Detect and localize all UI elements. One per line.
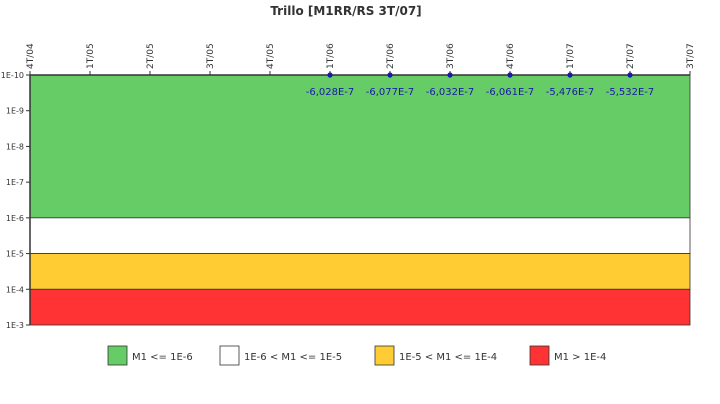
legend-swatch xyxy=(374,345,395,366)
y-tick-label: 1E-8 xyxy=(6,142,24,151)
data-label: -5,476E-7 xyxy=(546,87,595,98)
data-label: -6,028E-7 xyxy=(306,87,355,98)
x-tick-label: 3T/06 xyxy=(446,43,456,69)
axes-layer xyxy=(29,74,690,325)
y-tick-label: 1E-4 xyxy=(6,285,24,294)
x-tick-label: 4T/05 xyxy=(266,43,276,69)
x-tick-label: 1T/07 xyxy=(566,43,576,69)
data-point xyxy=(627,72,633,78)
x-tick-label: 2T/07 xyxy=(626,43,636,69)
bands-layer xyxy=(29,74,691,326)
legend-swatch xyxy=(219,345,240,366)
legend: M1 <= 1E-6 1E-6 < M1 <= 1E-5 1E-5 < M1 <= … xyxy=(107,345,606,366)
legend-label: 1E-6 < M1 <= 1E-5 xyxy=(244,352,342,363)
band-3 xyxy=(29,288,691,326)
y-tick-label: 1E-9 xyxy=(6,107,24,116)
legend-label: M1 <= 1E-6 xyxy=(132,352,193,363)
legend-label: M1 > 1E-4 xyxy=(554,352,606,363)
y-ticks: 1E-10 1E-9 1E-8 1E-7 1E-6 1E-5 1E-4 1E-3 xyxy=(1,71,30,330)
x-tick-label: 2T/06 xyxy=(386,43,396,69)
data-label: -5,532E-7 xyxy=(606,87,655,98)
data-point xyxy=(387,72,393,78)
data-label: -6,061E-7 xyxy=(486,87,535,98)
band-2 xyxy=(29,253,691,290)
y-tick-label: 1E-3 xyxy=(6,321,24,330)
data-point xyxy=(567,72,573,78)
legend-swatch xyxy=(107,345,128,366)
y-tick-label: 1E-7 xyxy=(6,178,24,187)
band-1 xyxy=(29,217,691,254)
x-ticks: 4T/04 1T/05 2T/05 3T/05 4T/05 1T/06 2T/06 3T/06… xyxy=(26,43,696,75)
chart-title: Trillo [M1RR/RS 3T/07] xyxy=(270,4,421,18)
y-tick-label: 1E-10 xyxy=(1,71,24,80)
legend-swatch xyxy=(529,345,550,366)
x-tick-label: 4T/06 xyxy=(506,43,516,69)
data-label: -6,077E-7 xyxy=(366,87,415,98)
data-point xyxy=(447,72,453,78)
x-tick-label: 1T/06 xyxy=(326,43,336,69)
y-tick-label: 1E-6 xyxy=(6,214,24,223)
x-tick-label: 1T/05 xyxy=(86,43,96,69)
legend-label: 1E-5 < M1 <= 1E-4 xyxy=(399,352,497,363)
x-tick-label: 2T/05 xyxy=(146,43,156,69)
data-point xyxy=(507,72,513,78)
data-points: -6,028E-7 -6,077E-7 -6,032E-7 -6,061E-7 -5,4… xyxy=(306,72,655,98)
data-point xyxy=(327,72,333,78)
band-0 xyxy=(29,74,691,219)
x-tick-label: 4T/04 xyxy=(26,43,36,69)
data-label: -6,032E-7 xyxy=(426,87,475,98)
y-tick-label: 1E-5 xyxy=(6,250,24,259)
x-tick-label: 3T/07 xyxy=(686,43,696,69)
x-tick-label: 3T/05 xyxy=(206,43,216,69)
